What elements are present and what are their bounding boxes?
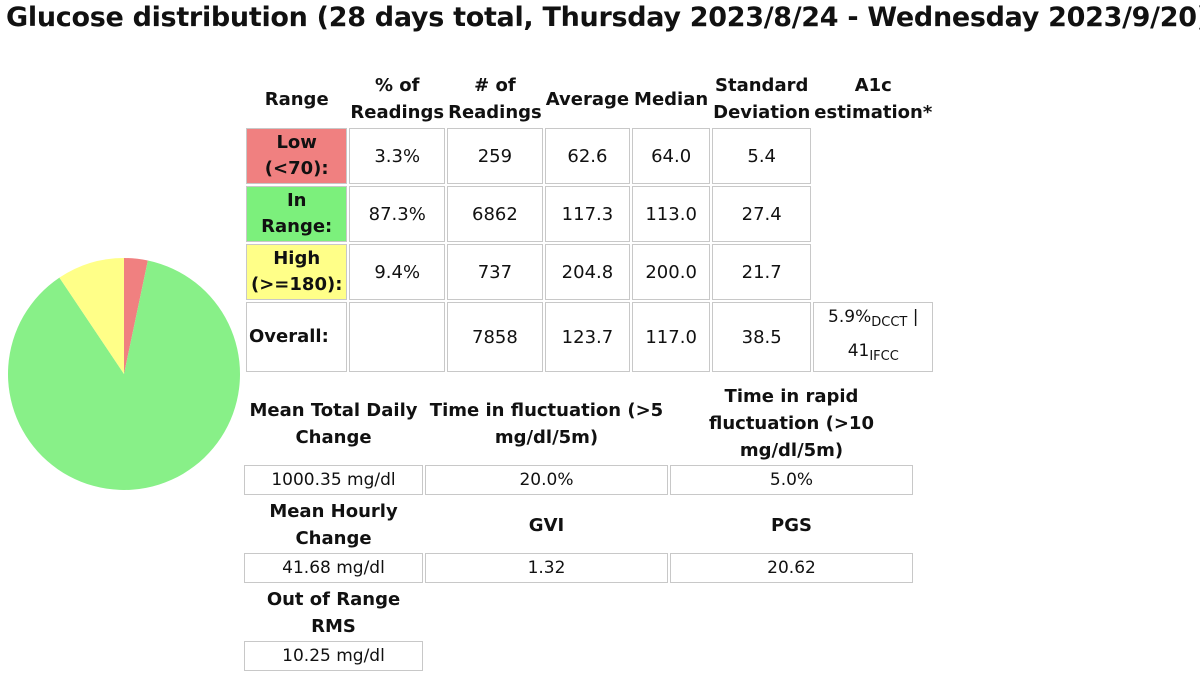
cell-num-overall: 7858 xyxy=(447,302,543,372)
cell-median-high: 200.0 xyxy=(632,244,711,300)
table-row-low: Low (<70): 3.3% 259 62.6 64.0 5.4 xyxy=(246,128,933,184)
table-row-overall: Overall: 7858 123.7 117.0 38.5 5.9%DCCT … xyxy=(246,302,934,372)
pie-slice-high xyxy=(59,258,124,374)
table-row-high: High (>=180): 9.4% 737 204.8 200.0 21.7 xyxy=(246,244,933,300)
a1c-ifcc-value: 41 xyxy=(847,341,870,361)
cell-average-overall: 123.7 xyxy=(544,302,631,372)
cell-average-in-range: 117.3 xyxy=(544,186,631,242)
range-label-high: High (>=180): xyxy=(246,244,348,300)
table-header-row: Range % of Readings # of Readings Averag… xyxy=(246,72,933,126)
cell-a1c-overall: 5.9%DCCT | 41IFCC xyxy=(813,302,934,372)
cell-a1c-low-empty xyxy=(813,128,933,184)
cell-a1c-high-empty xyxy=(813,244,933,300)
pie-slice-low xyxy=(124,258,148,374)
cell-pct-low: 3.3% xyxy=(349,128,446,184)
cell-median-low: 64.0 xyxy=(632,128,711,184)
col-header-a1c: A1c estimation* xyxy=(814,75,933,123)
range-label-low: Low (<70): xyxy=(246,128,348,184)
cell-average-high: 204.8 xyxy=(544,244,631,300)
time-in-fluctuation-label: Time in fluctuation (>5 mg/dl/5m) xyxy=(429,399,664,448)
cell-std-low: 5.4 xyxy=(712,128,812,184)
cell-average-low: 62.6 xyxy=(544,128,631,184)
col-header-num: # of Readings xyxy=(448,75,542,123)
col-header-range: Range xyxy=(264,88,329,110)
cell-std-in-range: 27.4 xyxy=(712,186,812,242)
pgs-label: PGS xyxy=(771,514,812,536)
range-label-in-range: In Range: xyxy=(246,186,348,242)
cell-num-high: 737 xyxy=(447,244,543,300)
page-title: Glucose distribution (28 days total, Thu… xyxy=(6,2,1200,33)
distribution-table: Range % of Readings # of Readings Averag… xyxy=(244,70,935,374)
cell-pct-high: 9.4% xyxy=(349,244,446,300)
mean-total-daily-change-value: 1000.35 mg/dl xyxy=(244,465,423,495)
cell-a1c-in-range-empty xyxy=(813,186,933,242)
mean-hourly-change-label: Mean Hourly Change xyxy=(269,501,398,549)
gvi-label: GVI xyxy=(528,514,565,536)
col-header-std: Standard Deviation xyxy=(713,75,811,123)
cell-pct-overall-empty xyxy=(349,302,446,372)
time-in-rapid-fluctuation-label: Time in rapid fluctuation (>10 mg/dl/5m) xyxy=(709,386,874,461)
out-of-range-rms-label: Out of Range RMS xyxy=(266,589,401,637)
cell-num-low: 259 xyxy=(447,128,543,184)
out-of-range-rms-value: 10.25 mg/dl xyxy=(244,641,423,671)
pgs-value: 20.62 xyxy=(670,553,913,583)
pie-slice-in-range xyxy=(8,260,240,490)
range-label-overall: Overall: xyxy=(246,302,348,372)
time-in-rapid-fluctuation-value: 5.0% xyxy=(670,465,913,495)
mean-total-daily-change-label: Mean Total Daily Change xyxy=(249,399,418,448)
col-header-average: Average xyxy=(545,88,630,110)
table-row-in-range: In Range: 87.3% 6862 117.3 113.0 27.4 xyxy=(246,186,933,242)
mean-hourly-change-value: 41.68 mg/dl xyxy=(244,553,423,583)
gvi-value: 1.32 xyxy=(425,553,668,583)
a1c-dcct-value: 5.9% xyxy=(828,307,872,327)
cell-pct-in-range: 87.3% xyxy=(349,186,446,242)
a1c-ifcc-unit: IFCC xyxy=(869,349,899,364)
a1c-dcct-unit: DCCT xyxy=(871,315,908,330)
glucose-pie-chart xyxy=(8,258,240,490)
variability-stats: Mean Total Daily Change Time in fluctuat… xyxy=(244,382,913,673)
time-in-fluctuation-value: 20.0% xyxy=(425,465,668,495)
cell-std-overall: 38.5 xyxy=(712,302,812,372)
a1c-separator: | xyxy=(912,307,919,327)
cell-median-overall: 117.0 xyxy=(632,302,711,372)
col-header-median: Median xyxy=(634,88,709,110)
col-header-pct: % of Readings xyxy=(350,75,445,123)
cell-std-high: 21.7 xyxy=(712,244,812,300)
cell-num-in-range: 6862 xyxy=(447,186,543,242)
cell-median-in-range: 113.0 xyxy=(632,186,711,242)
